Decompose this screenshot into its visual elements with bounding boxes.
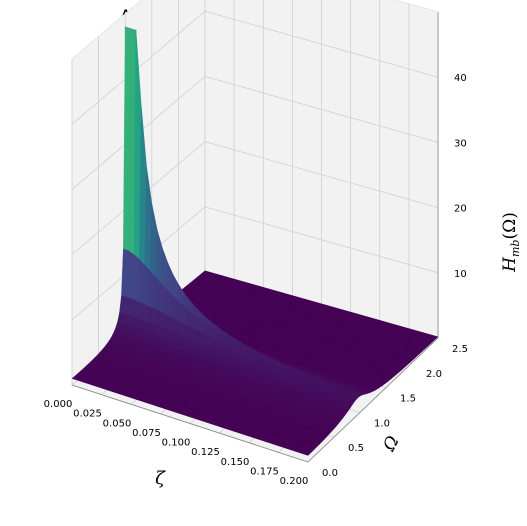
x-tick-label: 0.100 bbox=[162, 438, 191, 449]
x-tick-label: 0.150 bbox=[221, 457, 250, 468]
y-tick-label: 2.5 bbox=[452, 344, 468, 355]
grid-line-z bbox=[71, 10, 439, 125]
x-axis-label: ζ bbox=[155, 468, 166, 489]
y-tick-label: 1.5 bbox=[400, 394, 416, 405]
z-tick-label: 20 bbox=[454, 204, 467, 215]
x-tick-label: 0.050 bbox=[103, 418, 132, 429]
y-axis-label: Ω bbox=[379, 433, 404, 456]
x-tick-label: 0.025 bbox=[73, 409, 102, 420]
grid-line-z bbox=[71, 75, 439, 190]
y-tick-label: 1.0 bbox=[374, 418, 390, 429]
x-tick-label: 0.200 bbox=[280, 476, 309, 487]
x-tick-label: 0.125 bbox=[191, 447, 220, 458]
x-axis-line bbox=[71, 384, 309, 463]
z-tick-label: 40 bbox=[454, 73, 467, 84]
surface-cell bbox=[302, 451, 311, 456]
y-tick-label: 2.0 bbox=[426, 369, 442, 380]
grid-line-z bbox=[71, 206, 439, 321]
surface-mesh bbox=[71, 26, 439, 456]
x-tick-label: 0.075 bbox=[132, 428, 161, 439]
z-tick-label: 10 bbox=[454, 269, 467, 280]
z-axis-label: Hmb(Ω) bbox=[500, 212, 522, 273]
x-tick-label: 0.000 bbox=[44, 399, 73, 410]
tick-labels: 0.0000.0250.0500.0750.1000.1250.1500.175… bbox=[44, 73, 468, 487]
grid-line-z bbox=[71, 141, 439, 255]
y-tick-label: 0.5 bbox=[348, 443, 364, 454]
y-tick-label: 0.0 bbox=[322, 468, 338, 479]
y-axis-line bbox=[307, 337, 439, 463]
z-tick-label: 30 bbox=[454, 138, 467, 149]
x-tick-label: 0.175 bbox=[250, 466, 279, 477]
